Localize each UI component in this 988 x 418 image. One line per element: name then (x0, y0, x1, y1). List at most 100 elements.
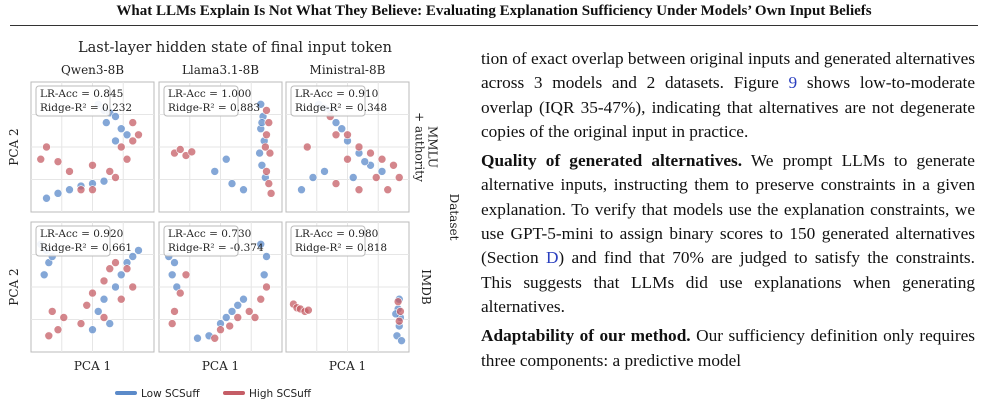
scatter-point (76, 185, 86, 194)
annotation-box (163, 85, 239, 117)
y-axis-label: PCA 2 (7, 128, 21, 165)
ridge-r2: Ridge-R² = 0.883 (168, 102, 260, 114)
scatter-point (210, 333, 220, 343)
scatter-point (42, 193, 51, 203)
scatter-point (221, 313, 231, 322)
scatter-point (99, 276, 109, 286)
scatter-point (93, 307, 103, 316)
scatter-point (389, 161, 398, 170)
scatter-point (167, 319, 177, 328)
scatter-point (181, 270, 191, 280)
scatter-point (39, 270, 49, 280)
annotation-box (163, 225, 239, 257)
row-label: MMLU (426, 126, 440, 168)
ridge-r2: Ridge-R² = -0.374 (168, 242, 264, 254)
text-run: tion of exact overlap between original i… (481, 49, 975, 93)
scatter-point (221, 154, 231, 164)
scatter-point (393, 297, 403, 306)
running-title: What LLMs Explain Is Not What They Belie… (116, 3, 872, 19)
scatter-point (122, 264, 132, 273)
scatter-point (354, 185, 364, 194)
scatter-point (397, 336, 406, 345)
row-label: + authority (413, 112, 427, 182)
scatter-point (304, 305, 313, 315)
scatter-point (262, 167, 271, 176)
scatter-point (337, 124, 347, 133)
scatter-point (377, 154, 387, 164)
scatter-point (394, 316, 404, 326)
scatter-point (256, 240, 266, 249)
header-rule (10, 25, 978, 26)
scatter-point (262, 106, 271, 115)
lr-acc: LR-Acc = 1.000 (168, 88, 251, 100)
paragraph: tion of exact overlap between original i… (481, 47, 975, 144)
scatter-point (122, 154, 132, 164)
scatter-point (170, 307, 179, 316)
scatter-point (88, 161, 97, 170)
figure-title: Last-layer hidden state of final input t… (78, 40, 392, 56)
scatter-point (193, 333, 202, 343)
scatter-point (53, 157, 63, 166)
scatter-point (394, 173, 404, 182)
scatter-point (354, 142, 364, 152)
scatter-point (360, 157, 370, 166)
column-label: Llama3.1-8B (182, 63, 259, 77)
scatter-point (210, 167, 220, 176)
scatter-point (257, 161, 267, 170)
scatter-point (187, 147, 197, 157)
reference-link[interactable]: 9 (788, 73, 798, 93)
scatter-point (265, 148, 275, 158)
reference-link[interactable]: D (545, 248, 559, 268)
scatter-point (170, 258, 179, 267)
scatter-point (128, 118, 138, 127)
scatter-point (134, 246, 143, 255)
x-axis-label: PCA 1 (74, 359, 111, 373)
scatter-point (105, 167, 115, 176)
scatter-point (264, 118, 274, 127)
scatter-point (244, 307, 254, 316)
scatter-point (82, 300, 92, 310)
scatter-point (36, 154, 46, 164)
scatter-point (65, 185, 74, 194)
ridge-r2: Ridge-R² = 0.232 (40, 102, 132, 114)
scatter-point (262, 130, 271, 140)
annotation-box (290, 85, 366, 117)
lr-acc: LR-Acc = 0.910 (295, 88, 378, 100)
scatter-point (99, 294, 109, 304)
annotation-box (35, 85, 111, 117)
scatter-point (53, 325, 63, 335)
paragraph: Adaptability of our method. Our sufficie… (481, 324, 975, 373)
scatter-point (175, 288, 185, 298)
scatter-point (302, 142, 312, 152)
ridge-r2: Ridge-R² = 0.348 (295, 102, 387, 114)
scatter-point (116, 294, 126, 304)
scatter-point (116, 270, 126, 280)
scatter-point (377, 167, 387, 176)
scatter-point (225, 321, 234, 331)
row-title: Dataset (447, 194, 461, 241)
paragraph: Quality of generated alternatives. We pr… (481, 149, 975, 319)
paragraph-heading: Adaptability of our method. (481, 326, 691, 346)
annotation-box (35, 225, 111, 257)
scatter-point (227, 179, 237, 188)
scatter-point (250, 313, 260, 322)
legend-label: High SCSuff (249, 388, 312, 400)
scatter-point (105, 319, 115, 328)
scatter-point (348, 173, 358, 182)
y-axis-label: PCA 2 (7, 268, 21, 305)
scatter-point (88, 325, 97, 335)
scatter-point (256, 294, 266, 304)
scatter-point (343, 154, 352, 164)
scatter-point (65, 167, 74, 176)
scatter-point (128, 136, 138, 146)
scatter-point (256, 100, 266, 109)
scatter-point (331, 179, 341, 188)
scatter-point (116, 124, 126, 133)
scatter-point (134, 130, 143, 140)
scatter-point (116, 142, 126, 152)
scatter-point (111, 258, 120, 267)
scatter-point (111, 112, 120, 121)
scatter-point (111, 282, 120, 292)
scatter-point (128, 252, 138, 261)
